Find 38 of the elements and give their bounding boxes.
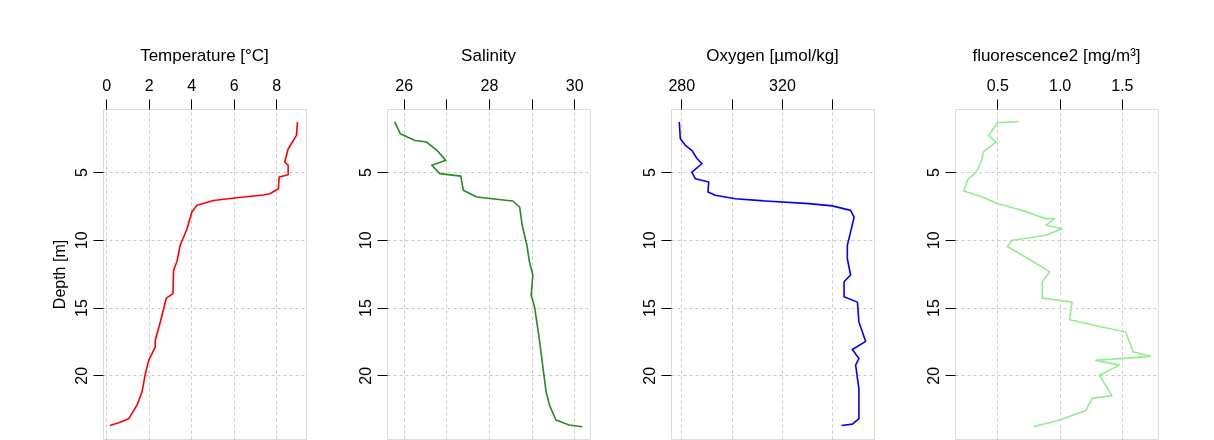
x-tick-label: 1.5 xyxy=(1111,76,1134,94)
line-series xyxy=(678,121,867,427)
x-tick-label: 6 xyxy=(229,76,239,94)
y-tick-label: 5 xyxy=(72,167,90,177)
x-tick-label: 1.0 xyxy=(1048,76,1072,94)
y-tick-label: 10 xyxy=(924,231,942,250)
y-tick-label: 10 xyxy=(356,231,374,250)
chart-title: fluorescence2 [mg/m³] xyxy=(972,46,1141,65)
x-tick-label: 0.5 xyxy=(986,76,1010,94)
x-tick-label: 28 xyxy=(480,76,499,94)
y-tick-label: 5 xyxy=(356,167,374,177)
x-tick-label: 4 xyxy=(187,76,197,94)
line-series xyxy=(962,120,1152,428)
chart-title: Oxygen [µmol/kg] xyxy=(706,46,839,65)
y-tick-label: 10 xyxy=(72,231,90,250)
line-series xyxy=(393,121,584,428)
y-tick-label: 20 xyxy=(924,366,942,385)
y-tick-label: 5 xyxy=(640,167,658,177)
y-tick-label: 10 xyxy=(640,231,658,250)
x-tick-label: 2 xyxy=(144,76,154,94)
y-tick-label: 20 xyxy=(72,366,90,385)
y-tick-label: 15 xyxy=(72,299,90,317)
x-tick-label: 30 xyxy=(565,76,584,94)
y-tick-label: 15 xyxy=(924,299,942,317)
y-tick-label: 5 xyxy=(924,167,942,177)
x-tick-label: 320 xyxy=(769,76,796,94)
x-tick-label: 0 xyxy=(102,76,112,94)
x-tick-label: 26 xyxy=(395,76,414,94)
y-tick-label: 20 xyxy=(356,366,374,385)
chart-title: Salinity xyxy=(461,46,517,65)
line-series xyxy=(109,121,299,427)
y-tick-label: 20 xyxy=(640,366,658,385)
x-tick-label: 8 xyxy=(272,76,282,94)
chart-title: Temperature [°C] xyxy=(140,46,269,65)
x-tick-label: 280 xyxy=(668,76,696,94)
y-axis-title: Depth [m] xyxy=(50,239,68,310)
y-tick-label: 15 xyxy=(640,299,658,317)
y-tick-label: 15 xyxy=(356,299,374,317)
